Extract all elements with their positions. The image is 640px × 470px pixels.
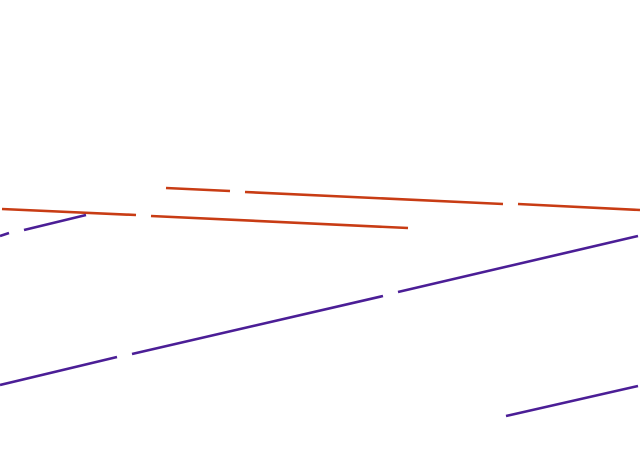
orange-line-segment <box>1 207 137 217</box>
purple-line-segment <box>397 234 639 294</box>
purple-line-segment <box>0 231 10 238</box>
purple-line-segment <box>505 384 639 418</box>
purple-line-segment <box>0 355 118 387</box>
purple-lines <box>0 213 639 418</box>
orange-line-segment <box>517 202 640 212</box>
orange-line-segment <box>165 186 231 193</box>
purple-line-segment <box>23 213 87 232</box>
orange-line-segment <box>244 190 504 206</box>
orange-line-segment <box>150 214 409 230</box>
orange-lines <box>1 186 640 230</box>
purple-line-segment <box>131 294 384 356</box>
